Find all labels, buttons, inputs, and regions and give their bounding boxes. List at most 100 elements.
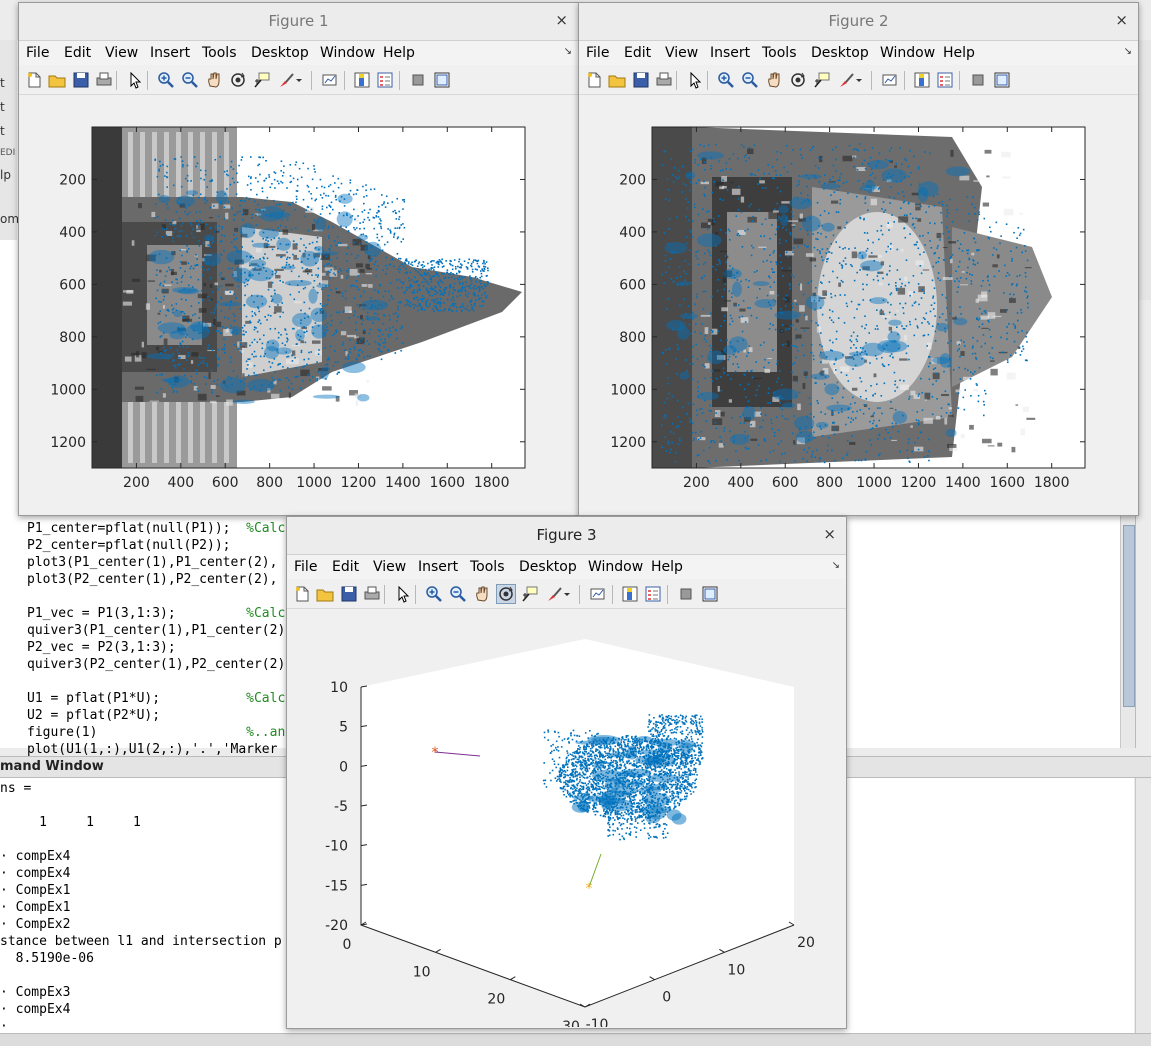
menu-edit[interactable]: Edit <box>332 559 359 575</box>
menu-window[interactable]: Window <box>320 45 375 61</box>
menu-tools[interactable]: Tools <box>202 45 237 61</box>
link-plot-icon[interactable] <box>321 71 339 89</box>
legend-icon[interactable] <box>644 585 662 603</box>
menu-file[interactable]: File <box>586 45 609 61</box>
figure-3-close-icon[interactable]: × <box>823 525 836 543</box>
zoom-in-icon[interactable] <box>425 585 443 603</box>
figure-1-titlebar[interactable]: Figure 1 × <box>19 3 578 41</box>
brush-dropdown-icon[interactable] <box>295 71 303 89</box>
menu-window[interactable]: Window <box>880 45 935 61</box>
menu-desktop[interactable]: Desktop <box>811 45 869 61</box>
editor-code-line[interactable]: quiver3(P2_center(1),P2_center(2) <box>27 656 285 673</box>
editor-code-line[interactable]: quiver3(P1_center(1),P1_center(2) <box>27 622 285 639</box>
pan-icon[interactable] <box>765 71 783 89</box>
zoom-out-icon[interactable] <box>741 71 759 89</box>
menu-file[interactable]: File <box>26 45 49 61</box>
open-file-icon[interactable] <box>608 71 626 89</box>
data-cursor-icon[interactable] <box>253 71 271 89</box>
menu-insert[interactable]: Insert <box>418 559 458 575</box>
menu-file[interactable]: File <box>294 559 317 575</box>
figure-3-titlebar[interactable]: Figure 3 × <box>287 517 846 555</box>
open-file-icon[interactable] <box>316 585 334 603</box>
show-plot-tools-icon[interactable] <box>993 71 1011 89</box>
colorbar-icon[interactable] <box>621 585 639 603</box>
print-icon[interactable] <box>655 71 673 89</box>
rotate-3d-icon[interactable] <box>497 585 515 603</box>
editor-scroll-thumb[interactable] <box>1123 525 1135 707</box>
figure-2-close-icon[interactable]: × <box>1115 11 1128 29</box>
menu-insert[interactable]: Insert <box>150 45 190 61</box>
print-icon[interactable] <box>95 71 113 89</box>
menu-help[interactable]: Help <box>383 45 415 61</box>
colorbar-icon[interactable] <box>353 71 371 89</box>
editor-code-line[interactable]: P1_center=pflat(null(P1)); %Calc <box>27 520 285 537</box>
new-figure-icon[interactable] <box>25 71 43 89</box>
menu-insert[interactable]: Insert <box>710 45 750 61</box>
menu-window[interactable]: Window <box>588 559 643 575</box>
zoom-in-icon[interactable] <box>717 71 735 89</box>
editor-code-line[interactable]: figure(1) %..an <box>27 724 285 741</box>
show-plot-tools-icon[interactable] <box>433 71 451 89</box>
legend-icon[interactable] <box>936 71 954 89</box>
menu-view[interactable]: View <box>665 45 698 61</box>
zoom-out-icon[interactable] <box>181 71 199 89</box>
axes-3d-background[interactable] <box>361 639 794 1007</box>
menu-desktop[interactable]: Desktop <box>519 559 577 575</box>
brush-icon[interactable] <box>277 71 295 89</box>
hide-plot-tools-icon[interactable] <box>409 71 427 89</box>
editor-code-line[interactable]: U2 = pflat(P2*U); <box>27 707 160 724</box>
menu-desktop[interactable]: Desktop <box>251 45 309 61</box>
link-plot-icon[interactable] <box>881 71 899 89</box>
show-plot-tools-icon[interactable] <box>701 585 719 603</box>
zoom-in-icon[interactable] <box>157 71 175 89</box>
rotate-3d-icon[interactable] <box>789 71 807 89</box>
brush-icon[interactable] <box>837 71 855 89</box>
dock-arrow-icon[interactable]: ↘ <box>832 560 840 571</box>
pointer-icon[interactable] <box>686 71 704 89</box>
menu-view[interactable]: View <box>105 45 138 61</box>
pointer-icon[interactable] <box>394 585 412 603</box>
pan-icon[interactable] <box>205 71 223 89</box>
new-figure-icon[interactable] <box>293 585 311 603</box>
editor-code-line[interactable]: U1 = pflat(P1*U); %Calc <box>27 690 285 707</box>
command-window-scrollbar[interactable] <box>1135 778 1151 1033</box>
figure-1-close-icon[interactable]: × <box>555 11 568 29</box>
editor-code-line[interactable]: P1_vec = P1(3,1:3); %Calc <box>27 605 285 622</box>
new-figure-icon[interactable] <box>585 71 603 89</box>
data-cursor-icon[interactable] <box>521 585 539 603</box>
editor-code-line[interactable]: P2_vec = P2(3,1:3); <box>27 639 176 656</box>
editor-code-line[interactable]: P2_center=pflat(null(P2)); <box>27 537 231 554</box>
save-icon[interactable] <box>340 585 358 603</box>
menu-tools[interactable]: Tools <box>762 45 797 61</box>
brush-icon[interactable] <box>545 585 563 603</box>
colorbar-icon[interactable] <box>913 71 931 89</box>
rotate-3d-icon[interactable] <box>229 71 247 89</box>
brush-dropdown-icon[interactable] <box>563 585 571 603</box>
zoom-out-icon[interactable] <box>449 585 467 603</box>
save-icon[interactable] <box>72 71 90 89</box>
editor-code-line[interactable]: plot3(P1_center(1),P1_center(2), <box>27 554 277 571</box>
pointer-icon[interactable] <box>126 71 144 89</box>
hide-plot-tools-icon[interactable] <box>969 71 987 89</box>
dock-arrow-icon[interactable]: ↘ <box>1124 46 1132 57</box>
menu-help[interactable]: Help <box>651 559 683 575</box>
brush-dropdown-icon[interactable] <box>855 71 863 89</box>
open-file-icon[interactable] <box>48 71 66 89</box>
menu-edit[interactable]: Edit <box>624 45 651 61</box>
print-icon[interactable] <box>363 585 381 603</box>
menu-edit[interactable]: Edit <box>64 45 91 61</box>
save-icon[interactable] <box>632 71 650 89</box>
legend-icon[interactable] <box>376 71 394 89</box>
menu-view[interactable]: View <box>373 559 406 575</box>
data-cursor-icon[interactable] <box>813 71 831 89</box>
dock-arrow-icon[interactable]: ↘ <box>564 46 572 57</box>
editor-scrollbar[interactable] <box>1120 515 1135 748</box>
